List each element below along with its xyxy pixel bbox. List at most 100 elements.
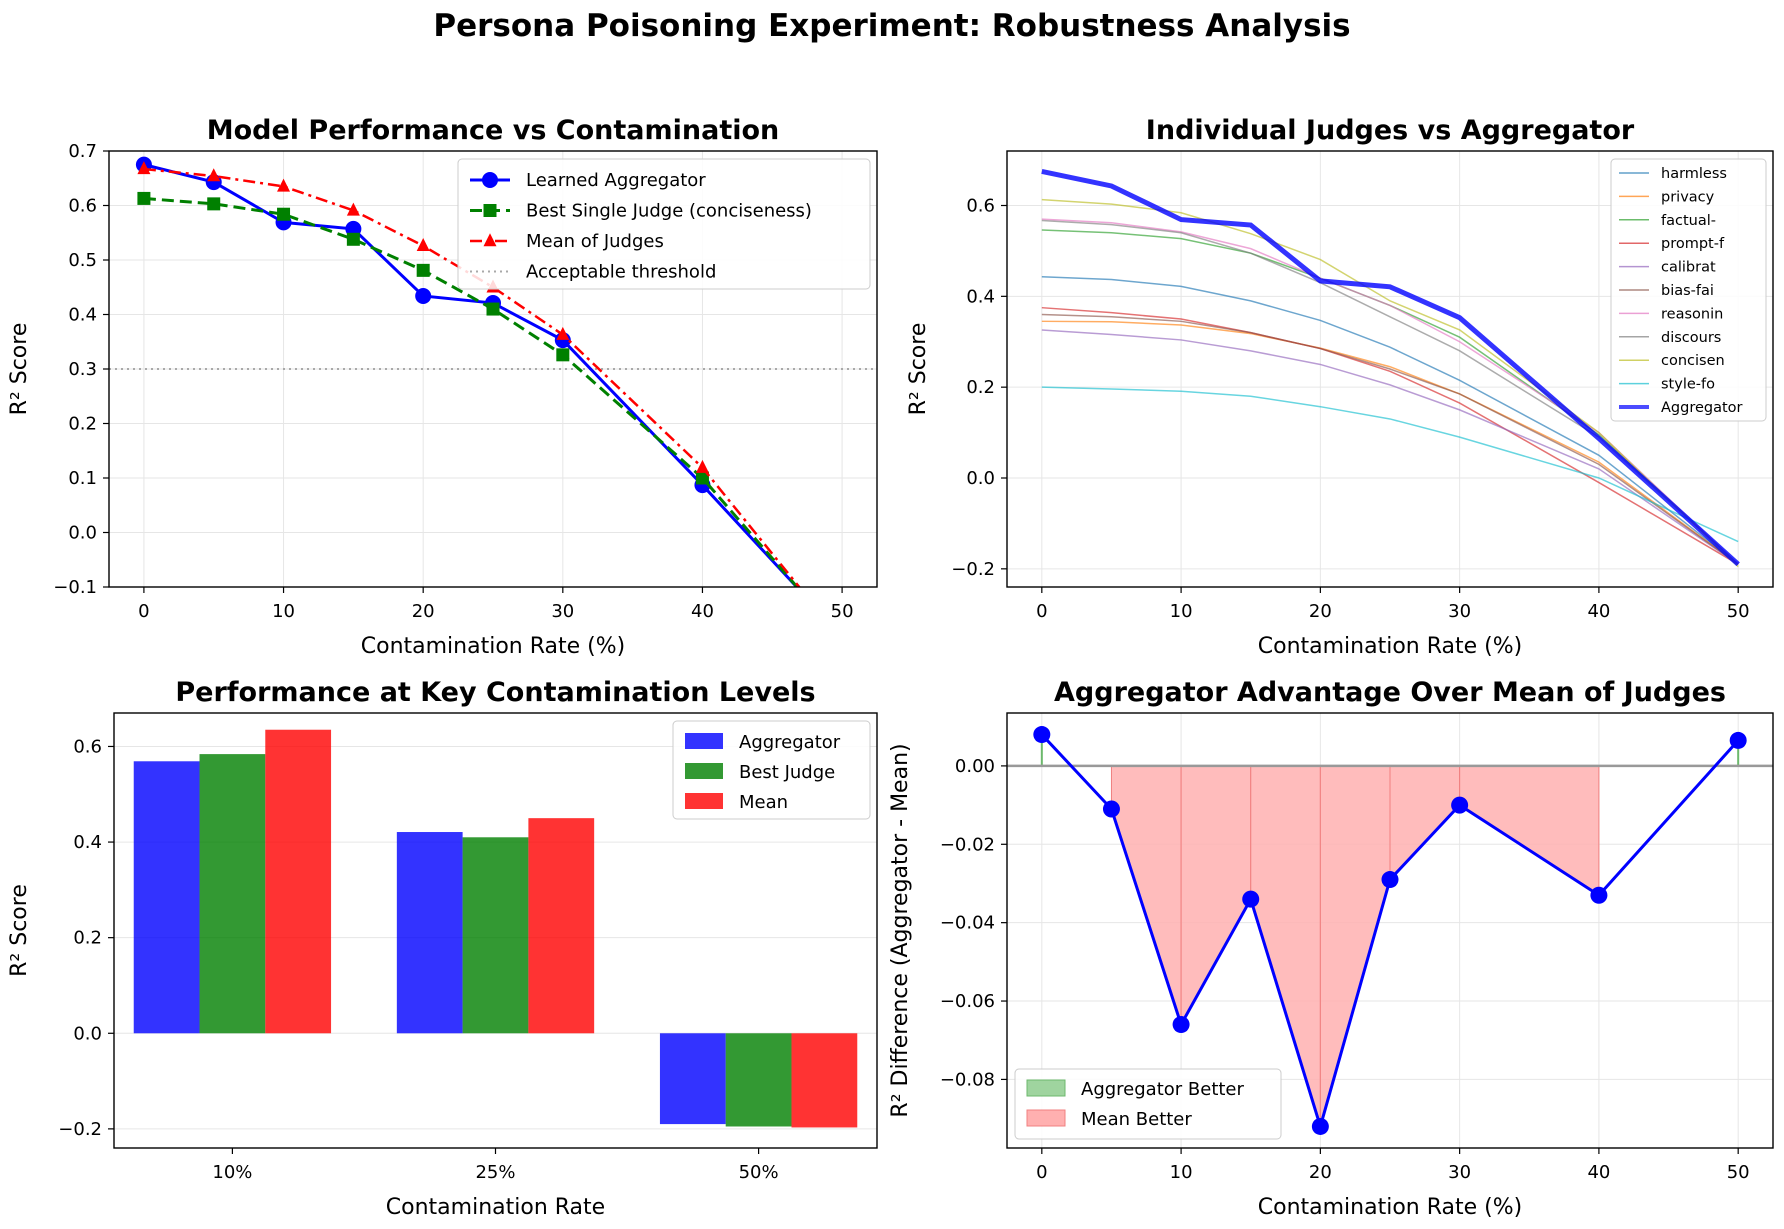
data-point <box>1311 1117 1329 1135</box>
data-point <box>1590 886 1608 904</box>
data-point <box>277 178 291 192</box>
legend-box <box>1610 158 1767 422</box>
x-axis-label: Contamination Rate (%) <box>1258 634 1522 659</box>
data-point <box>1242 890 1260 908</box>
data-point <box>416 238 430 252</box>
x-tick-label: 30 <box>1448 601 1471 622</box>
y-tick-label: 0.6 <box>73 736 102 757</box>
plot-frame <box>1006 150 1774 588</box>
legend: harmless privacy factual-prompt-f calibrat b… <box>1610 158 1767 422</box>
legend: Learned Aggregator Best Single Judge (con… <box>457 158 871 290</box>
data-point <box>1102 800 1120 818</box>
mean-better-region <box>1389 765 1461 881</box>
y-tick-label: −0.02 <box>940 834 995 855</box>
bar-best-judge <box>462 837 529 1034</box>
y-tick-label: −0.08 <box>940 1069 995 1090</box>
y-tick-label: 0.4 <box>73 832 102 853</box>
y-tick-label: 0.0 <box>68 523 97 544</box>
legend-swatch <box>1026 1079 1066 1097</box>
series-line-style-fo <box>1041 386 1739 543</box>
data-point <box>137 161 151 175</box>
data-point <box>695 471 709 485</box>
x-tick-label: 30 <box>1448 1162 1471 1183</box>
legend-label: Mean Better <box>1081 1109 1192 1130</box>
data-point <box>137 191 151 205</box>
legend-swatch <box>685 733 723 749</box>
legend-label: Best Single Judge (conciseness) <box>526 201 812 222</box>
legend-label: prompt-f <box>1661 236 1725 252</box>
x-tick-label: 10 <box>272 601 295 622</box>
y-axis-label: R² Difference (Aggregator - Mean) <box>888 743 913 1117</box>
y-axis-label: R² Score <box>7 884 32 977</box>
legend-label: Aggregator <box>1661 400 1743 416</box>
legend-label: bias-fai <box>1661 283 1714 299</box>
y-tick-label: 0.0 <box>966 468 995 489</box>
mean-better-region <box>1180 765 1252 1027</box>
data-point <box>486 302 500 316</box>
y-tick-label: 0.2 <box>966 377 995 398</box>
x-tick-label: 0 <box>1036 601 1047 622</box>
y-tick-label: −0.1 <box>53 577 97 598</box>
series-line-harmless <box>1041 276 1739 565</box>
legend-swatch-marker <box>483 204 497 217</box>
legend-label: Mean of Judges <box>526 231 664 252</box>
legend-label: discours <box>1661 330 1721 346</box>
plot-frame <box>113 712 878 1149</box>
bar-mean <box>265 729 332 1034</box>
figure-title: Persona Poisoning Experiment: Robustness… <box>433 8 1351 44</box>
legend-label: style-fo <box>1661 377 1715 393</box>
legend-label: harmless <box>1661 166 1727 182</box>
bar-best-judge <box>725 1033 792 1127</box>
legend: Aggregator Better Mean Better <box>1014 1068 1282 1140</box>
legend-swatch-marker <box>482 172 498 188</box>
x-tick-label: 50 <box>1727 601 1750 622</box>
legend-label: Learned Aggregator <box>526 170 706 191</box>
y-tick-label: 0.6 <box>68 196 97 217</box>
data-point <box>277 207 291 221</box>
data-point <box>556 326 570 340</box>
x-tick-label: 40 <box>691 601 714 622</box>
legend-label: Best Judge <box>739 762 835 783</box>
data-point <box>207 168 221 182</box>
x-tick-label: 25% <box>475 1162 515 1183</box>
y-tick-label: 0.4 <box>966 286 995 307</box>
panel-title: Model Performance vs Contamination <box>207 115 780 146</box>
y-tick-label: 0.6 <box>966 196 995 217</box>
legend: Aggregator Best Judge Mean <box>672 720 871 820</box>
y-tick-label: 0.4 <box>68 305 97 326</box>
y-tick-label: −0.04 <box>940 913 995 934</box>
x-axis-label: Contamination Rate (%) <box>1258 1195 1522 1220</box>
x-tick-label: 50 <box>1727 1162 1750 1183</box>
series-line-bias-fai <box>1041 313 1739 565</box>
y-axis-label: R² Score <box>7 323 32 416</box>
panel-title: Performance at Key Contamination Levels <box>175 677 815 708</box>
x-tick-label: 20 <box>1309 1162 1332 1183</box>
mean-better-region <box>1459 765 1600 897</box>
y-tick-label: −0.06 <box>940 991 995 1012</box>
y-tick-label: 0.3 <box>68 359 97 380</box>
bar-aggregator <box>133 761 200 1034</box>
bar-aggregator <box>396 832 463 1034</box>
y-tick-label: 0.2 <box>68 414 97 435</box>
key-levels-bar-panel: 10% 25% 50% −0.2 0.0 0.2 0.4 0.6 Performance at … <box>7 677 878 1220</box>
y-axis-label: R² Score <box>906 323 931 416</box>
data-point <box>415 287 432 304</box>
x-axis-label: Contamination Rate (%) <box>361 634 625 659</box>
data-point <box>1729 731 1747 749</box>
legend-label: calibrat <box>1661 260 1716 276</box>
data-point <box>416 263 430 277</box>
x-tick-label: 10 <box>1170 601 1193 622</box>
bar-mean <box>791 1033 858 1128</box>
y-tick-label: −0.2 <box>58 1119 102 1140</box>
data-point <box>1172 1016 1190 1034</box>
legend-label: privacy <box>1661 189 1715 205</box>
plot-frame <box>1006 712 1774 1149</box>
data-point <box>1451 796 1469 814</box>
x-tick-label: 50% <box>739 1162 779 1183</box>
legend-swatch <box>1026 1109 1066 1127</box>
legend-label: reasonin <box>1661 306 1723 322</box>
x-tick-label: 40 <box>1587 1162 1610 1183</box>
legend-label: Aggregator <box>739 732 841 753</box>
series-line-calibrat <box>1041 329 1739 565</box>
